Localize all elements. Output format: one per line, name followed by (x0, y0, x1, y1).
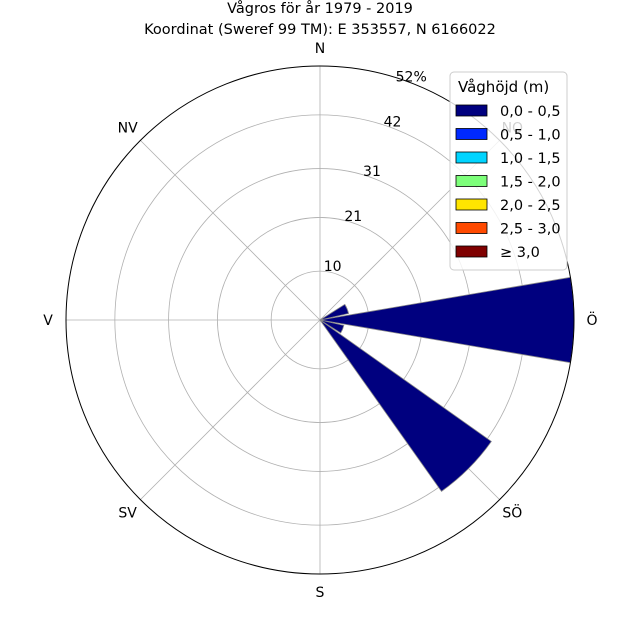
direction-label: N (315, 41, 325, 57)
legend-label: 2,0 - 2,5 (500, 198, 561, 214)
legend-label: 1,5 - 2,0 (500, 175, 561, 191)
legend-label: 0,5 - 1,0 (500, 128, 561, 144)
legend-label: 2,5 - 3,0 (500, 222, 561, 238)
legend-title: Våghöjd (m) (458, 78, 549, 96)
direction-label: Ö (586, 311, 597, 329)
ring-label: 21 (344, 209, 362, 225)
direction-label: SÖ (502, 503, 522, 521)
legend-swatch (455, 104, 488, 117)
direction-label: S (316, 585, 325, 601)
ring-label: 31 (363, 164, 381, 180)
grid-spoke (140, 319, 321, 500)
direction-label: NV (118, 121, 138, 137)
legend-swatch (455, 222, 488, 234)
outer-circle (65, 65, 575, 575)
direction-labels: NNVVSVSSÖÖNO (43, 41, 597, 601)
bar-wedge (319, 319, 492, 492)
legend-label: 0,0 - 0,5 (500, 104, 561, 120)
bar-group (319, 276, 575, 492)
legend-entries: 0,0 - 0,5 0,5 - 1,0 1,0 - 1,5 1,5 - 2,0 2,0 … (455, 104, 561, 261)
bar-wedge (319, 303, 350, 321)
ring-label: 10 (324, 259, 342, 275)
legend: Våghöjd (m) 0,0 - 0,5 0,5 - 1,0 1,0 - 1,5 1… (449, 71, 568, 271)
direction-label: V (43, 313, 53, 329)
grid-spoke (140, 140, 321, 321)
ring-label: 42 (384, 114, 402, 130)
legend-label: 1,0 - 1,5 (500, 151, 561, 167)
chart-title: Vågros för år 1979 - 2019 (227, 0, 413, 17)
ring-labels: 10 21 31 42 52% (324, 69, 427, 275)
legend-label: ≥ 3,0 (500, 245, 540, 261)
legend-swatch (455, 151, 488, 164)
bar-wedge (319, 319, 345, 334)
legend-swatch (455, 175, 488, 187)
direction-label: SV (118, 505, 137, 521)
legend-swatch (455, 128, 488, 140)
chart-subtitle: Koordinat (Sweref 99 TM): E 353557, N 61… (144, 22, 496, 38)
legend-swatch (455, 198, 488, 211)
ring-label: 52% (396, 69, 427, 85)
legend-swatch (455, 245, 488, 258)
legend-frame (449, 71, 568, 271)
